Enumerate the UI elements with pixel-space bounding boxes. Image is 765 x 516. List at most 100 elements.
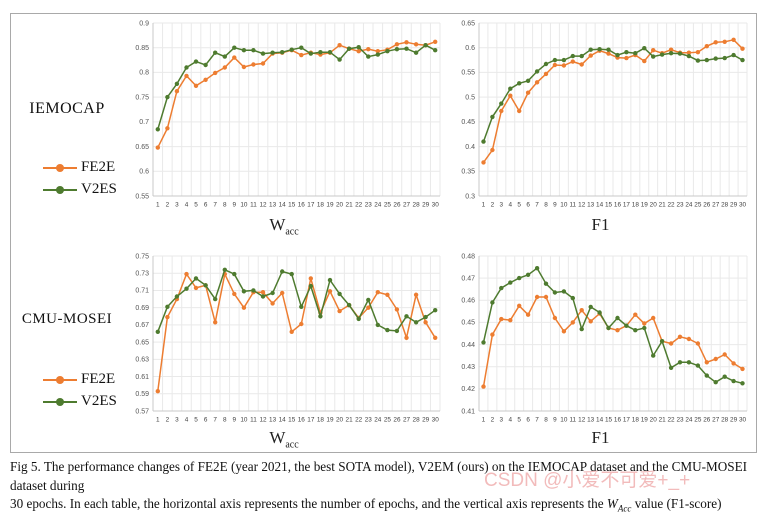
svg-text:12: 12 <box>578 202 586 209</box>
svg-text:0.46: 0.46 <box>461 298 475 305</box>
svg-text:4: 4 <box>508 417 512 424</box>
svg-text:16: 16 <box>298 417 306 424</box>
svg-text:0.6: 0.6 <box>139 169 149 176</box>
figure-panel: IEMOCAP FE2E V2ES 0.55 0.6 0.65 0.7 0.75 0.8 0… <box>10 13 757 453</box>
svg-text:12: 12 <box>259 417 267 424</box>
legend-label-v2es: V2ES <box>81 181 117 197</box>
svg-text:26: 26 <box>703 202 711 209</box>
svg-text:28: 28 <box>413 417 421 424</box>
svg-text:0.55: 0.55 <box>461 70 475 77</box>
svg-text:6: 6 <box>526 202 530 209</box>
svg-text:27: 27 <box>403 417 411 424</box>
caption-line2: 30 epochs. In each table, the horizontal… <box>10 496 722 515</box>
legend-item-fe2e: FE2E <box>43 371 117 387</box>
svg-text:4: 4 <box>185 417 189 424</box>
svg-text:18: 18 <box>317 202 325 209</box>
svg-text:19: 19 <box>641 417 649 424</box>
svg-text:4: 4 <box>508 202 512 209</box>
legend-item-v2es: V2ES <box>43 181 117 197</box>
svg-text:12: 12 <box>259 202 267 209</box>
svg-text:5: 5 <box>194 202 198 209</box>
svg-text:0.45: 0.45 <box>461 119 475 126</box>
svg-text:6: 6 <box>204 417 208 424</box>
svg-text:14: 14 <box>596 202 604 209</box>
fe2e-line-marker-icon <box>43 160 77 175</box>
svg-text:29: 29 <box>422 202 430 209</box>
svg-text:24: 24 <box>685 202 693 209</box>
svg-text:30: 30 <box>739 202 747 209</box>
svg-text:28: 28 <box>721 417 729 424</box>
chart-iemocap-f1: 0.30.350.40.450.50.550.60.651 2 3 4 5 6 7 8 9 10 1… <box>461 20 748 209</box>
svg-text:18: 18 <box>632 202 640 209</box>
svg-text:7: 7 <box>213 417 217 424</box>
svg-text:0.67: 0.67 <box>135 322 149 329</box>
svg-text:0.47: 0.47 <box>461 275 475 282</box>
svg-text:9: 9 <box>553 202 557 209</box>
svg-text:30: 30 <box>432 417 440 424</box>
svg-text:0.9: 0.9 <box>139 20 149 27</box>
svg-text:11: 11 <box>250 202 257 209</box>
page: { "figure": { "row_labels": ["IEMOCAP", … <box>10 13 757 515</box>
svg-text:18: 18 <box>632 417 640 424</box>
legend-label-v2es: V2ES <box>81 393 117 409</box>
svg-text:1: 1 <box>156 202 160 209</box>
svg-text:25: 25 <box>384 417 392 424</box>
legend-item-v2es: V2ES <box>43 393 117 409</box>
svg-text:26: 26 <box>703 417 711 424</box>
svg-text:0.41: 0.41 <box>461 408 475 415</box>
svg-text:14: 14 <box>596 417 604 424</box>
svg-text:0.3: 0.3 <box>465 193 475 200</box>
svg-text:1: 1 <box>482 417 486 424</box>
svg-text:16: 16 <box>614 202 622 209</box>
svg-text:19: 19 <box>326 202 334 209</box>
series-v2es <box>481 46 745 144</box>
series-v2es <box>481 266 745 386</box>
svg-text:2: 2 <box>491 417 495 424</box>
svg-text:3: 3 <box>175 202 179 209</box>
svg-text:0.75: 0.75 <box>135 253 149 260</box>
svg-text:20: 20 <box>336 202 344 209</box>
svg-text:1: 1 <box>482 202 486 209</box>
svg-text:26: 26 <box>393 202 401 209</box>
svg-text:3: 3 <box>500 202 504 209</box>
legend-label-fe2e: FE2E <box>81 159 116 175</box>
svg-text:24: 24 <box>374 202 382 209</box>
svg-text:21: 21 <box>659 417 667 424</box>
svg-text:15: 15 <box>605 202 613 209</box>
svg-text:8: 8 <box>544 202 548 209</box>
chart-title-cmu-mosei-wacc: Wacc <box>269 428 299 451</box>
chart-title-iemocap-wacc: Wacc <box>269 215 299 238</box>
svg-text:4: 4 <box>185 202 189 209</box>
svg-text:10: 10 <box>240 417 248 424</box>
row-label-cmu-mosei: CMU-MOSEI <box>21 311 113 327</box>
svg-text:5: 5 <box>517 417 521 424</box>
series-v2es <box>155 43 438 132</box>
chart-title-cmu-mosei-f1: F1 <box>591 428 610 447</box>
svg-text:21: 21 <box>659 202 667 209</box>
svg-text:28: 28 <box>413 202 421 209</box>
svg-text:15: 15 <box>288 417 296 424</box>
svg-text:14: 14 <box>279 417 287 424</box>
svg-text:18: 18 <box>317 417 325 424</box>
legend-cmu-mosei: FE2E V2ES <box>43 371 117 409</box>
svg-text:0.65: 0.65 <box>135 144 149 151</box>
svg-text:0.75: 0.75 <box>135 94 149 101</box>
svg-text:6: 6 <box>526 417 530 424</box>
svg-text:23: 23 <box>365 202 373 209</box>
svg-text:19: 19 <box>641 202 649 209</box>
svg-text:17: 17 <box>307 202 315 209</box>
svg-text:22: 22 <box>668 202 676 209</box>
svg-text:26: 26 <box>393 417 401 424</box>
svg-text:13: 13 <box>269 202 277 209</box>
row-label-iemocap: IEMOCAP <box>29 100 105 117</box>
legend-label-fe2e: FE2E <box>81 371 116 387</box>
series-v2es <box>155 267 438 334</box>
svg-text:22: 22 <box>668 417 676 424</box>
svg-text:9: 9 <box>553 417 557 424</box>
svg-text:2: 2 <box>166 202 170 209</box>
svg-text:0.42: 0.42 <box>461 386 475 393</box>
svg-text:12: 12 <box>578 417 586 424</box>
svg-text:21: 21 <box>346 202 354 209</box>
svg-text:6: 6 <box>204 202 208 209</box>
svg-text:23: 23 <box>676 202 684 209</box>
